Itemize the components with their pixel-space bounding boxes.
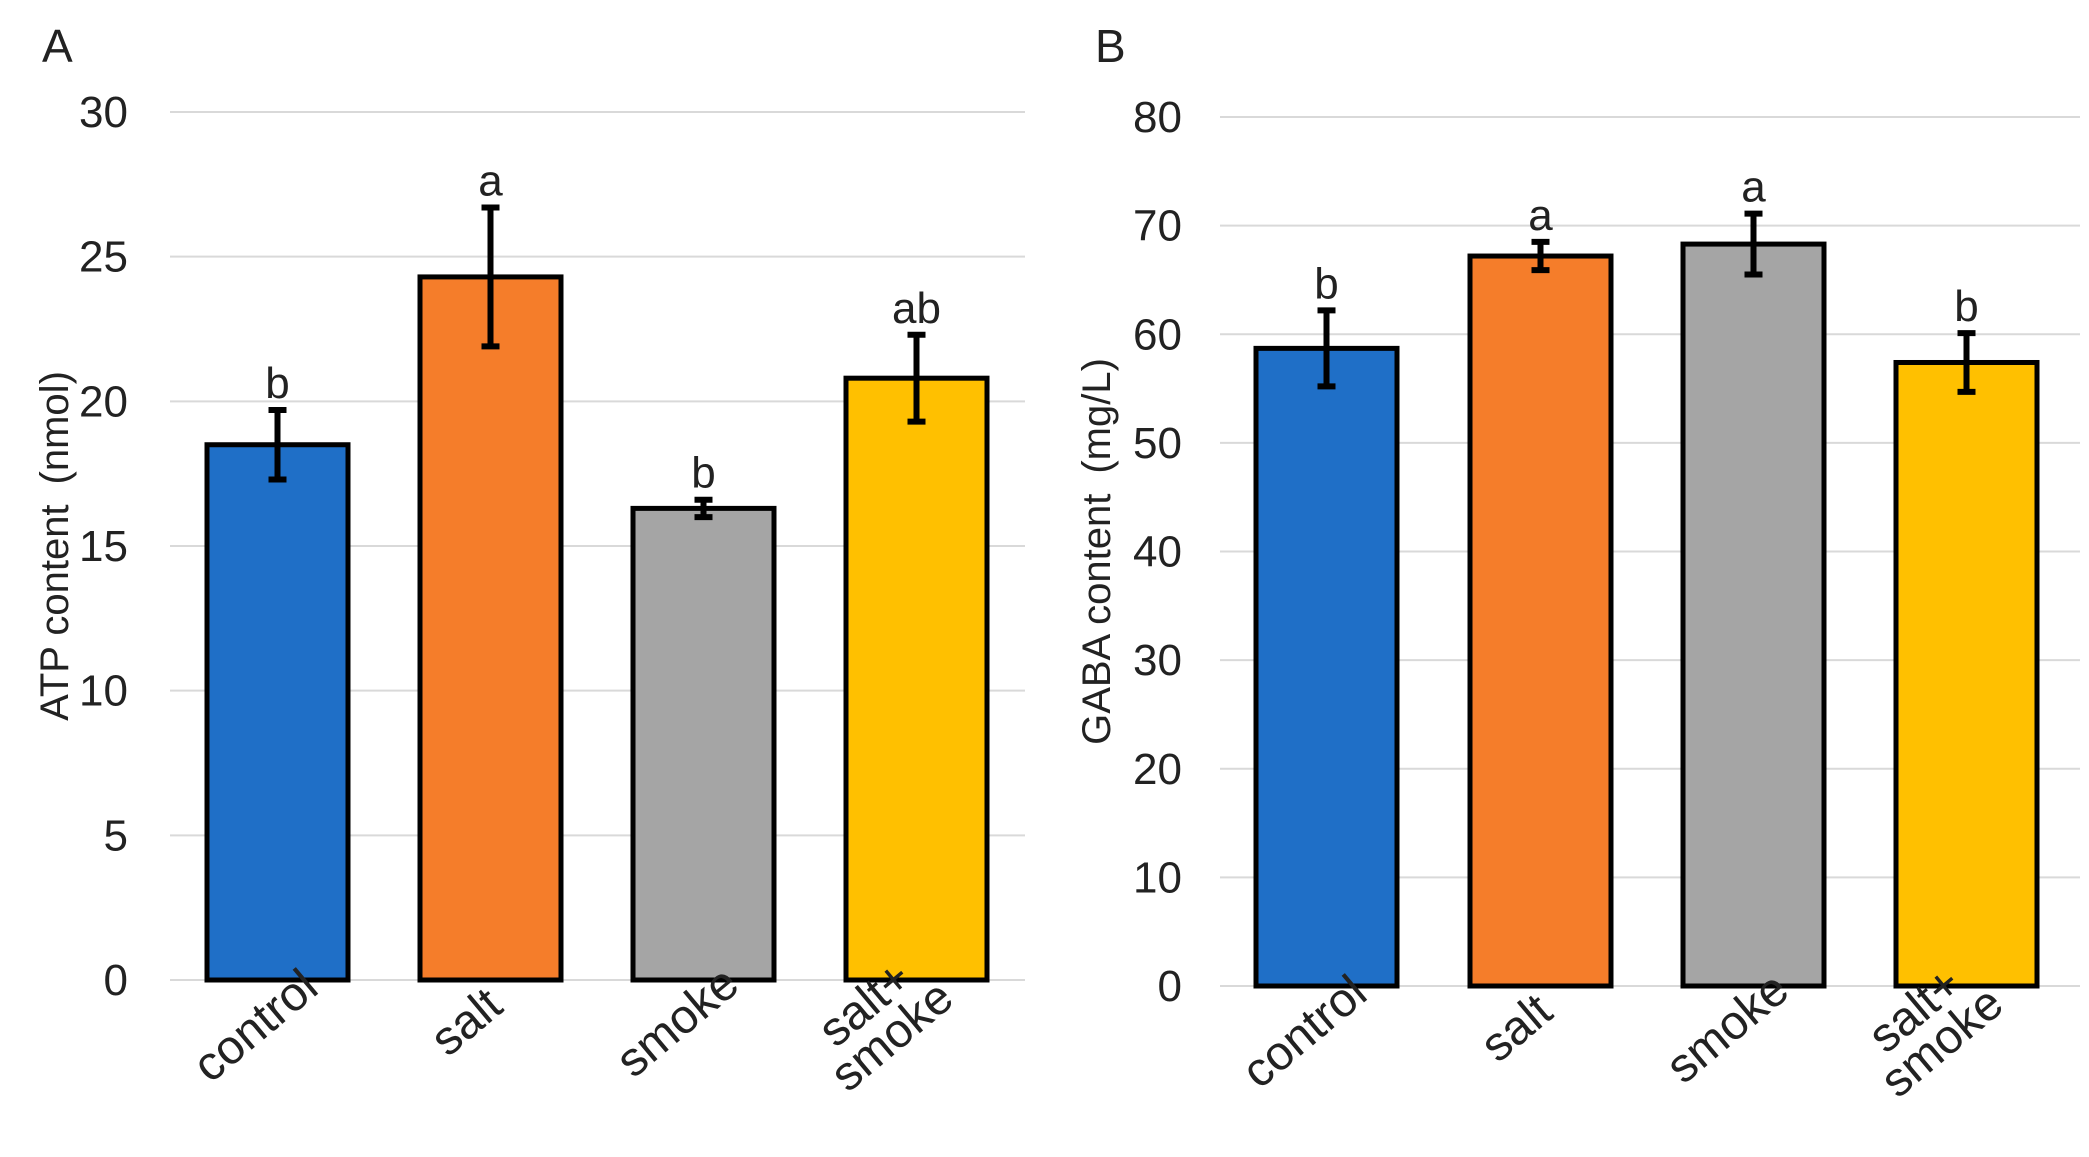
- y-tick-label: 10: [79, 667, 128, 716]
- y-tick-label: 70: [1133, 202, 1182, 251]
- bar: [420, 277, 561, 980]
- bar: [1256, 348, 1397, 986]
- panel-label: A: [42, 20, 73, 72]
- y-tick-label: 10: [1133, 853, 1182, 902]
- y-tick-label: 0: [1158, 962, 1182, 1011]
- category-label-line: salt: [1471, 984, 1562, 1073]
- panel-label: B: [1095, 20, 1126, 72]
- y-tick-label: 20: [1133, 745, 1182, 794]
- significance-label: b: [1314, 259, 1338, 308]
- y-tick-label: 0: [104, 956, 128, 1005]
- category-label: salt: [1471, 984, 1562, 1073]
- category-label: salt: [421, 978, 512, 1067]
- y-tick-label: 30: [79, 88, 128, 137]
- category-label-line: salt: [421, 978, 512, 1067]
- significance-label: ab: [892, 284, 941, 333]
- bar: [1896, 362, 2037, 986]
- y-tick-label: 30: [1133, 636, 1182, 685]
- y-tick-label: 20: [79, 377, 128, 426]
- bar: [1470, 256, 1611, 986]
- significance-label: a: [1741, 163, 1766, 212]
- significance-label: b: [265, 359, 289, 408]
- y-axis-label: ATP content (nmol): [33, 371, 77, 721]
- significance-label: a: [1528, 191, 1553, 240]
- bar: [1683, 244, 1824, 986]
- y-tick-label: 25: [79, 233, 128, 282]
- y-tick-label: 80: [1133, 93, 1182, 142]
- bar: [846, 378, 987, 980]
- y-tick-label: 60: [1133, 310, 1182, 359]
- y-tick-label: 5: [104, 811, 128, 860]
- bar: [207, 445, 348, 980]
- figure: A051015202530ATP content (nmol) bcontrola…: [0, 0, 2089, 1157]
- significance-label: b: [1954, 282, 1978, 331]
- y-tick-label: 40: [1133, 528, 1182, 577]
- y-axis-label: GABA content (mg/L): [1075, 358, 1119, 745]
- significance-label: a: [478, 156, 503, 205]
- bar: [633, 508, 774, 980]
- significance-label: b: [691, 449, 715, 498]
- y-tick-label: 50: [1133, 419, 1182, 468]
- y-tick-label: 15: [79, 522, 128, 571]
